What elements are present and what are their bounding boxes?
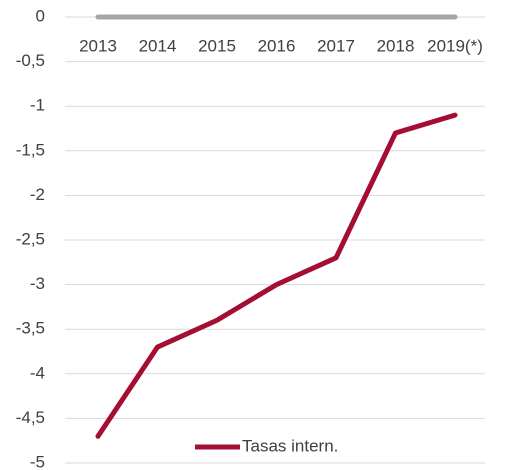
x-tick-label: 2017 [317, 36, 355, 55]
x-tick-label: 2016 [258, 36, 296, 55]
y-tick-label: -3,5 [16, 319, 45, 338]
y-tick-label: -4 [30, 363, 45, 382]
x-tick-label: 2014 [139, 36, 177, 55]
y-tick-label: -1 [30, 96, 45, 115]
y-tick-label: -2,5 [16, 229, 45, 248]
x-tick-label: 2019(*) [427, 36, 483, 55]
y-tick-label: 0 [36, 6, 45, 25]
y-tick-label: -4,5 [16, 408, 45, 427]
x-tick-label: 2013 [79, 36, 117, 55]
y-tick-label: -1,5 [16, 140, 45, 159]
x-tick-label: 2015 [198, 36, 236, 55]
y-tick-label: -3 [30, 274, 45, 293]
y-tick-label: -5 [30, 452, 45, 470]
x-tick-label: 2018 [377, 36, 415, 55]
y-tick-label: -2 [30, 185, 45, 204]
data-line [95, 112, 458, 439]
y-tick-label: -0,5 [16, 51, 45, 70]
legend-label: Tasas intern. [242, 436, 338, 455]
